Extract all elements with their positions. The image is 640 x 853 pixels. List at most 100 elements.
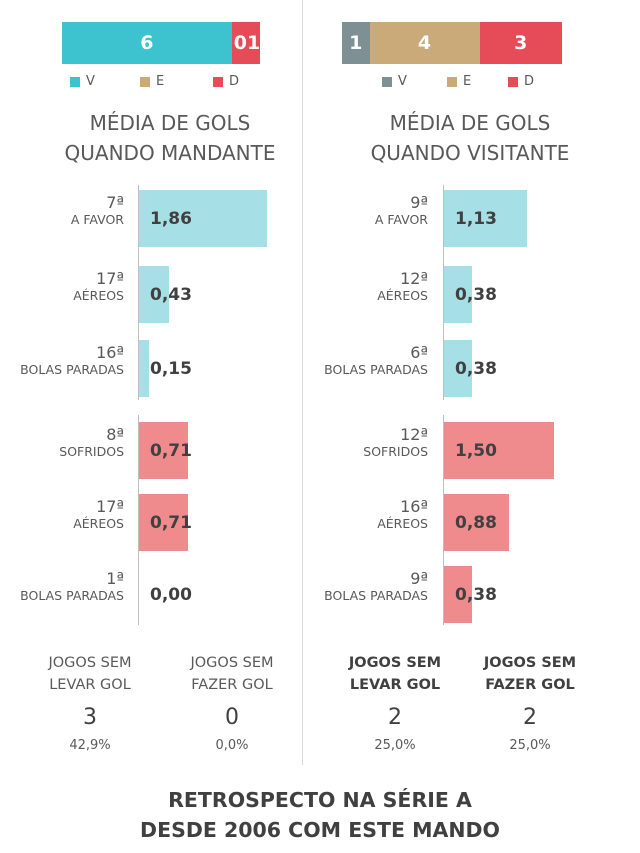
legend-item-e: E: [447, 74, 471, 89]
category-label: SOFRIDOS: [59, 444, 124, 459]
stat-label-line-2: FAZER GOL: [191, 677, 273, 693]
results-segment-wins: 1: [342, 22, 370, 64]
legend-swatch-d: [508, 76, 518, 87]
bar-value-label: 0,38: [455, 359, 497, 379]
legend-label-v: V: [86, 74, 95, 89]
rank-label: 1ª: [106, 569, 124, 588]
bar-value-label: 1,50: [455, 441, 497, 461]
legend-swatch-e: [140, 76, 150, 87]
stat-label: JOGOS SEM LEVAR GOL: [330, 652, 460, 696]
stat-label-line-1: JOGOS SEM: [483, 655, 577, 671]
stat-label-line-2: FAZER GOL: [485, 677, 575, 693]
away-chart-title: MÉDIA DE GOLS QUANDO VISITANTE: [320, 108, 620, 168]
bar-sofridos-1: [139, 422, 188, 479]
bar-favor-2: [139, 266, 169, 323]
legend-label-e: E: [156, 74, 165, 89]
legend-item-d: D: [508, 74, 534, 89]
rank-label: 17ª: [96, 497, 124, 516]
footer-line-1: RETROSPECTO NA SÉRIE A: [168, 788, 472, 812]
bar-favor-1: [444, 190, 527, 247]
category-label: AÉREOS: [377, 288, 428, 303]
results-segment-wins: 6: [62, 22, 232, 64]
away-title-line-2: QUANDO VISITANTE: [370, 141, 570, 165]
bar-value-label: 1,86: [150, 209, 192, 229]
home-chart-title: MÉDIA DE GOLS QUANDO MANDANTE: [20, 108, 320, 168]
legend-label-d: D: [524, 74, 535, 89]
category-label: BOLAS PARADAS: [20, 588, 124, 603]
legend-swatch-d: [213, 76, 223, 87]
bar-favor-1: [139, 190, 267, 247]
rank-label: 9ª: [410, 569, 428, 588]
stat-label-line-1: JOGOS SEM: [48, 655, 132, 671]
results-segment-draws: 4: [369, 22, 480, 64]
footer-line-2: DESDE 2006 COM ESTE MANDO: [140, 818, 500, 842]
footer-caption: RETROSPECTO NA SÉRIE A DESDE 2006 COM ES…: [0, 785, 640, 845]
stat-percent: 25,0%: [374, 738, 416, 753]
bar-sofridos-3: [444, 566, 472, 623]
home-title-line-2: QUANDO MANDANTE: [64, 141, 276, 165]
stat-label: JOGOS SEM LEVAR GOL: [25, 652, 155, 696]
rank-label: 9ª: [410, 193, 428, 212]
legend-swatch-v: [70, 76, 80, 87]
away-panel: 1 4 3 V E D MÉDIA DE GOLS QUANDO VISITANTE…: [320, 0, 640, 760]
rank-label: 6ª: [410, 343, 428, 362]
bar-favor-2: [444, 266, 472, 323]
bar-sofridos-2: [444, 494, 509, 551]
category-label: A FAVOR: [70, 212, 124, 227]
bar-value-label: 0,38: [455, 285, 497, 305]
category-label: BOLAS PARADAS: [324, 588, 428, 603]
bar-value-label: 0,43: [150, 285, 192, 305]
stat-label-line-2: LEVAR GOL: [349, 677, 441, 693]
legend-label-e: E: [463, 74, 472, 89]
rank-label: 8ª: [106, 425, 124, 444]
category-label: BOLAS PARADAS: [20, 362, 124, 377]
legend-item-e: E: [140, 74, 164, 89]
bar-value-label: 0,88: [455, 513, 497, 533]
bar-value-label: 0,15: [150, 359, 192, 379]
stat-percent: 0,0%: [215, 738, 249, 753]
axis-line-sofridos: [443, 415, 444, 625]
legend-item-v: V: [382, 74, 407, 89]
rank-label: 16ª: [96, 343, 124, 362]
axis-line-favor: [138, 185, 139, 400]
bar-value-label: 0,71: [150, 441, 192, 461]
center-divider: [302, 0, 303, 765]
bar-value-label: 0,00: [150, 585, 192, 605]
stat-value: 3: [83, 705, 97, 730]
results-value-wins: 1: [349, 32, 363, 54]
category-label: AÉREOS: [73, 516, 124, 531]
stat-percent: 42,9%: [69, 738, 111, 753]
stat-label: JOGOS SEM FAZER GOL: [465, 652, 595, 696]
rank-label: 7ª: [106, 193, 124, 212]
stat-percent: 25,0%: [509, 738, 551, 753]
results-value-wins: 6: [140, 32, 154, 54]
stat-label-line-1: JOGOS SEM: [190, 655, 274, 671]
legend-item-v: V: [70, 74, 95, 89]
axis-line-favor: [443, 185, 444, 400]
results-segment-losses: 3: [479, 22, 562, 64]
stat-label-line-1: JOGOS SEM: [348, 655, 442, 671]
category-label: SOFRIDOS: [363, 444, 428, 459]
rank-label: 16ª: [400, 497, 428, 516]
category-label: A FAVOR: [374, 212, 428, 227]
legend-label-d: D: [229, 74, 240, 89]
legend-swatch-v: [382, 76, 392, 87]
bar-sofridos-2: [139, 494, 188, 551]
axis-line-sofridos: [138, 415, 139, 625]
bar-value-label: 0,38: [455, 585, 497, 605]
rank-label: 17ª: [96, 269, 124, 288]
away-title-line-1: MÉDIA DE GOLS: [389, 111, 551, 135]
bar-value-label: 0,71: [150, 513, 192, 533]
away-results-stacked-bar: 1 4 3: [342, 22, 562, 64]
stat-label: JOGOS SEM FAZER GOL: [167, 652, 297, 696]
category-label: AÉREOS: [73, 288, 124, 303]
bar-sofridos-1: [444, 422, 554, 479]
results-value-draws: 0: [233, 32, 247, 54]
results-value-draws: 4: [417, 32, 432, 54]
category-label: AÉREOS: [377, 516, 428, 531]
bar-favor-3: [139, 340, 150, 397]
home-title-line-1: MÉDIA DE GOLS: [89, 111, 251, 135]
results-value-losses: 1: [246, 32, 260, 54]
